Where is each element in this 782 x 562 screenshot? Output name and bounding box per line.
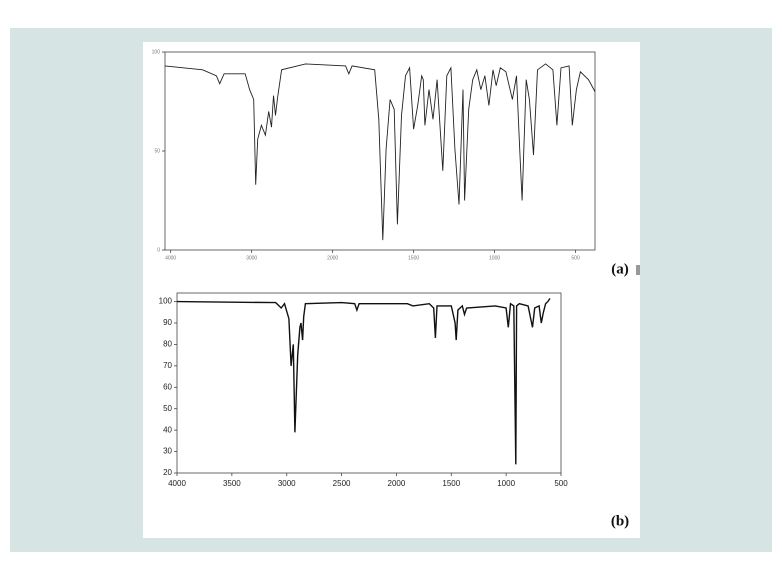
x-tick-label: 2000 — [388, 479, 406, 488]
panel-label: (b) — [611, 513, 629, 529]
y-tick-label: 50 — [154, 148, 160, 154]
marker — [636, 265, 640, 275]
x-tick-label: 2000 — [327, 255, 338, 261]
panel-label: (a) — [611, 261, 629, 277]
y-tick-label: 80 — [163, 340, 172, 349]
y-tick-label: 0 — [157, 247, 160, 253]
x-tick-label: 1500 — [408, 255, 419, 261]
x-tick-label: 4000 — [165, 255, 176, 261]
x-tick-label: 2500 — [333, 479, 351, 488]
x-tick-label: 4000 — [168, 479, 186, 488]
spectrum-line — [164, 63, 596, 241]
y-tick-label: 20 — [163, 468, 172, 477]
x-tick-label: 500 — [554, 479, 568, 488]
x-tick-label: 1000 — [489, 255, 500, 261]
y-tick-label: 100 — [159, 297, 173, 306]
x-tick-label: 3500 — [223, 479, 241, 488]
y-tick-label: 40 — [163, 425, 172, 434]
y-tick-label: 90 — [163, 318, 172, 327]
y-tick-label: 50 — [163, 404, 172, 413]
x-tick-label: 3000 — [278, 479, 296, 488]
y-tick-label: 100 — [152, 49, 161, 55]
x-tick-label: 1500 — [442, 479, 460, 488]
plot-frame — [176, 292, 562, 474]
spectrum-line — [176, 298, 551, 465]
y-tick-label: 60 — [163, 382, 172, 391]
y-tick-label: 70 — [163, 361, 172, 370]
x-tick-label: 1000 — [497, 479, 515, 488]
x-tick-label: 3000 — [246, 255, 257, 261]
y-tick-label: 30 — [163, 447, 172, 456]
panel — [143, 42, 640, 538]
x-tick-label: 500 — [571, 255, 580, 261]
